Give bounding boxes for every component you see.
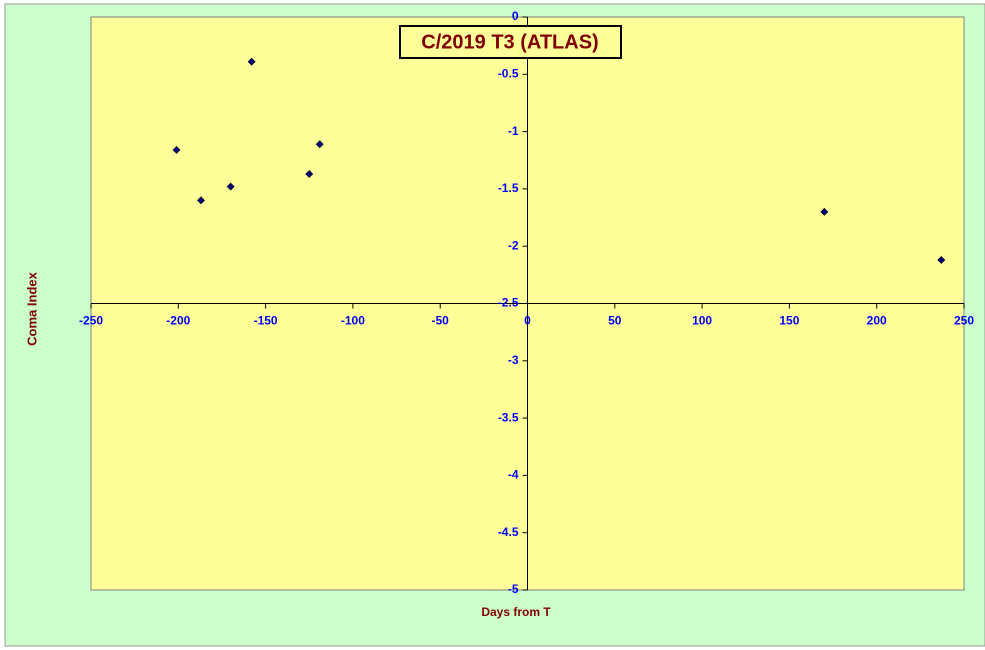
y-tick-label: -3.5 [498,410,519,424]
y-tick-label: -0.5 [498,66,519,80]
y-tick-label: -5 [508,582,519,596]
y-tick-label: -1.5 [498,181,519,195]
data-point [226,182,235,191]
data-point [820,207,829,216]
y-tick-label: 0 [512,9,519,23]
x-tick-label: 250 [954,314,974,328]
data-point [247,57,256,66]
x-tick-label: -50 [432,314,450,328]
x-axis-label: Days from T [481,605,551,619]
x-tick-label: -200 [166,314,190,328]
y-tick-label: -4.5 [498,525,519,539]
title-box [399,25,622,59]
data-point [315,140,324,149]
chart-title: C/2019 T3 (ATLAS) [421,31,598,53]
y-tick-label: -1 [508,124,519,138]
y-tick-label: -4 [508,468,519,482]
y-tick-label: -3 [508,353,519,367]
x-tick-label: 150 [779,314,799,328]
x-tick-label: 50 [608,314,622,328]
x-tick-label: -150 [254,314,278,328]
x-tick-label: 0 [524,314,531,328]
x-tick-label: -100 [341,314,365,328]
data-point [172,146,181,154]
x-tick-label: -250 [79,314,103,328]
y-tick-label: -2.5 [498,296,519,310]
x-tick-label: 100 [692,314,712,328]
y-axis-label: Coma Index [24,271,39,345]
y-tick-label: -2 [508,238,519,252]
data-point [305,170,314,178]
plot-layer: -250 -200 -150 -100 -50 0 50 100 150 200 250 0 -0.5 -… [79,9,974,596]
data-point [937,256,946,264]
x-tick-label: 200 [867,314,887,328]
data-point [197,196,205,205]
